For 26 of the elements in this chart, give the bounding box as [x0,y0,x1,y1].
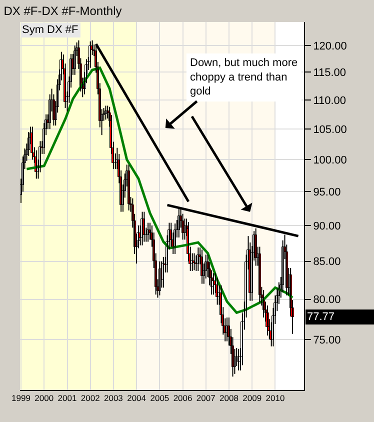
chart-subtitle: Sym DX #F [22,24,79,36]
x-tick-label: 2009 [242,393,262,404]
y-tick-label: 95.00 [313,186,341,199]
x-tick-label: 1999 [12,393,31,404]
x-tick-label: 2007 [196,393,216,404]
y-tick-label: 85.00 [313,256,341,268]
x-tick-label: 2000 [34,393,54,404]
chart-title: DX #F-DX #F-Monthly [4,4,122,18]
x-tick-label: 2005 [150,393,170,404]
y-tick-label: 105.00 [313,124,347,136]
x-tick-label: 2004 [127,393,146,404]
y-tick-label: 100.00 [313,154,347,166]
x-tick-label: 2002 [80,393,100,404]
x-tick-label: 2006 [173,393,192,404]
y-tick-label: 90.00 [313,220,341,232]
y-tick-label: 110.00 [313,94,346,107]
x-tick-label: 2003 [104,393,124,404]
y-tick-label: 120.00 [313,40,347,52]
x-tick-label: 2010 [266,393,285,404]
x-tick-label: 2001 [58,393,77,404]
text: 77.77 [307,311,335,323]
y-tick-label: 80.00 [313,294,341,306]
annotation: Down, but much more choppy a trend than gold [190,57,298,98]
y-tick-label: 115.00 [313,67,346,80]
x-tick-label: 2008 [220,393,239,404]
y-tick-label: 75.00 [313,334,341,346]
